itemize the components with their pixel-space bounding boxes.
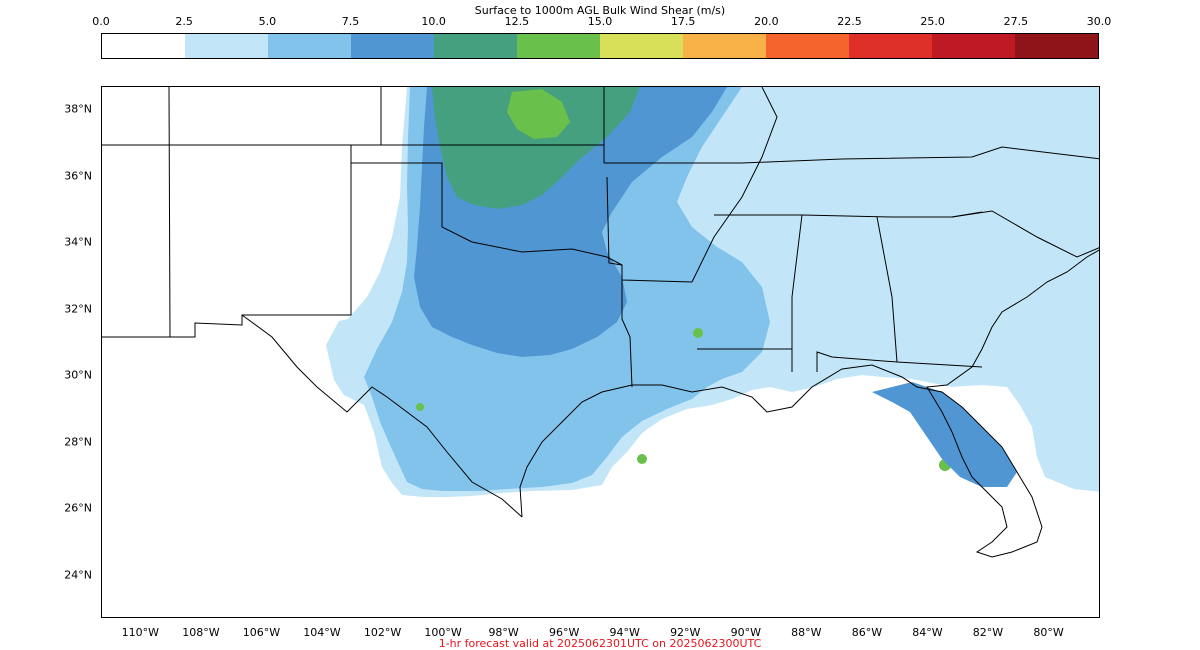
border-line bbox=[896, 361, 983, 368]
latitude-label: 36°N bbox=[64, 169, 92, 183]
shear-spot-green bbox=[416, 403, 424, 411]
border-line bbox=[791, 214, 803, 372]
border-line bbox=[102, 145, 352, 338]
forecast-valid-text: 1-hr forecast valid at 2025062301UTC on … bbox=[438, 637, 762, 650]
colorbar-tick-label: 2.5 bbox=[175, 15, 193, 28]
shear-spot-green bbox=[637, 454, 647, 464]
longitude-label: 92°W bbox=[670, 626, 701, 639]
longitude-label: 100°W bbox=[424, 626, 462, 639]
colorbar-segment bbox=[849, 34, 932, 58]
border-line bbox=[741, 146, 1099, 164]
longitude-label: 104°W bbox=[303, 626, 341, 639]
latitude-label: 26°N bbox=[64, 501, 92, 515]
colorbar-tick-label: 17.5 bbox=[670, 15, 696, 28]
latitude-label: 30°N bbox=[64, 368, 92, 382]
shear-map bbox=[102, 87, 1099, 558]
political-borders bbox=[102, 87, 1099, 558]
longitude-label: 110°W bbox=[121, 626, 160, 639]
colorbar-tick-label: 30.0 bbox=[1086, 15, 1112, 28]
colorbar-segment bbox=[932, 34, 1015, 58]
shear-region-green bbox=[507, 89, 570, 139]
latitude-label: 38°N bbox=[64, 102, 92, 116]
colorbar-tick-label: 10.0 bbox=[421, 15, 446, 28]
colorbar-segment bbox=[683, 34, 766, 58]
shear-region-blue-florida bbox=[872, 382, 1017, 487]
colorbar-tick-label: 5.0 bbox=[258, 15, 277, 28]
map-panel bbox=[101, 86, 1100, 618]
colorbar-segment bbox=[517, 34, 600, 58]
colorbar-tick-label: 15.0 bbox=[587, 15, 613, 28]
longitude-label: 86°W bbox=[851, 626, 883, 639]
latitude-label: 24°N bbox=[64, 568, 92, 582]
colorbar-tick-label: 25.0 bbox=[920, 15, 945, 28]
colorbar-segment bbox=[766, 34, 849, 58]
colorbar-tick-label: 0.0 bbox=[92, 15, 110, 28]
speckle bbox=[1070, 405, 1094, 429]
colorbar-segment bbox=[600, 34, 683, 58]
longitude-label: 102°W bbox=[363, 626, 402, 639]
latitude-label: 32°N bbox=[64, 302, 92, 316]
colorbar-segment bbox=[434, 34, 517, 58]
speckle bbox=[1052, 457, 1072, 477]
border-line bbox=[241, 314, 523, 518]
colorbar bbox=[101, 33, 1099, 59]
colorbar-segment bbox=[1015, 34, 1098, 58]
longitude-label: 108°W bbox=[182, 626, 220, 639]
longitude-label: 80°W bbox=[1033, 626, 1064, 639]
latitude-label: 34°N bbox=[64, 235, 92, 249]
border-line bbox=[951, 210, 1099, 258]
colorbar-tick-label: 22.5 bbox=[837, 15, 862, 28]
shear-region-green-teal bbox=[432, 87, 640, 209]
longitude-label: 96°W bbox=[548, 626, 580, 639]
border-line bbox=[606, 176, 693, 283]
longitude-label: 98°W bbox=[488, 626, 519, 639]
longitude-label: 94°W bbox=[609, 626, 640, 639]
border-line bbox=[621, 280, 633, 388]
colorbar-tick-label: 27.5 bbox=[1003, 15, 1029, 28]
shear-speckles bbox=[1052, 405, 1094, 477]
colorbar-title: Surface to 1000m AGL Bulk Wind Shear (m/… bbox=[474, 4, 726, 17]
longitude-label: 90°W bbox=[730, 626, 761, 639]
longitude-label: 88°W bbox=[791, 626, 822, 639]
border-line bbox=[351, 162, 623, 266]
colorbar-segment bbox=[185, 34, 268, 58]
border-line bbox=[691, 87, 778, 283]
shear-spot-green bbox=[693, 328, 703, 338]
colorbar-segment bbox=[268, 34, 351, 58]
longitude-label: 106°W bbox=[242, 626, 281, 639]
border-line bbox=[816, 216, 898, 372]
colorbar-tick-label: 12.5 bbox=[504, 15, 530, 28]
latitude-label: 28°N bbox=[64, 435, 92, 449]
colorbar-tick-label: 20.0 bbox=[754, 15, 779, 28]
colorbar-segment bbox=[351, 34, 434, 58]
longitude-label: 84°W bbox=[912, 626, 943, 639]
coastline bbox=[519, 249, 1099, 558]
colorbar-segment bbox=[102, 34, 185, 58]
colorbar-tick-label: 7.5 bbox=[341, 15, 360, 28]
border-line bbox=[168, 87, 171, 338]
longitude-label: 82°W bbox=[972, 626, 1004, 639]
